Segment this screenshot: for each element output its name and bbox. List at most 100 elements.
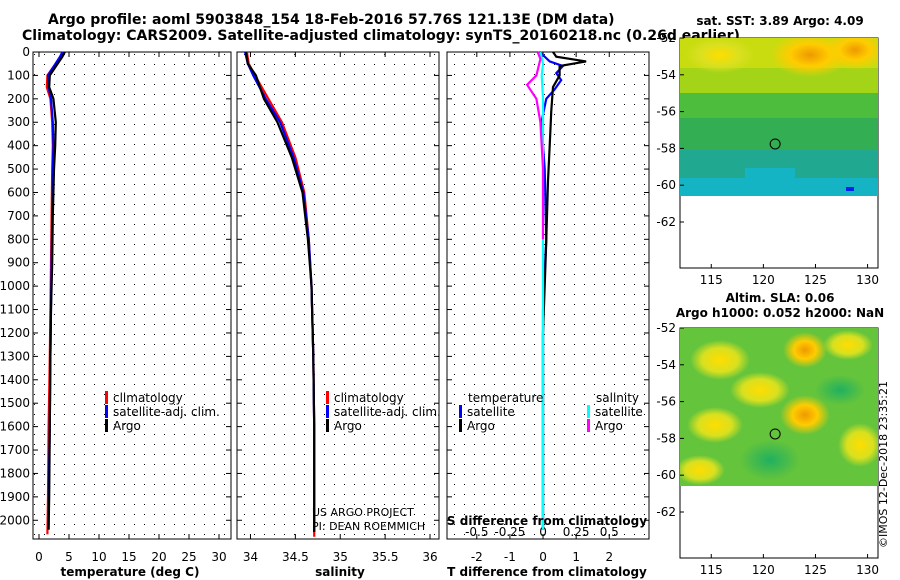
depth-tick-label: 1700 bbox=[0, 443, 30, 457]
sst-lat-label: -56 bbox=[656, 105, 676, 119]
sla-lat-label: -52 bbox=[656, 321, 676, 335]
temperature-plot: 0 5 10 15 20 25 300100200300400500600700800900… bbox=[0, 45, 232, 564]
diff-legend-label-t-argo: Argo bbox=[467, 419, 495, 433]
sst-map-title: sat. SST: 3.89 Argo: 4.09 bbox=[696, 14, 863, 28]
depth-tick-label: 0 bbox=[22, 45, 30, 59]
difference-series-s-argo bbox=[525, 51, 545, 240]
diff-legend-label-t-satellite: satellite bbox=[467, 405, 515, 419]
depth-tick-label: 1900 bbox=[0, 490, 30, 504]
depth-tick-label: 1000 bbox=[0, 279, 30, 293]
legend-label-argo: Argo bbox=[113, 419, 141, 433]
temperature-xtick-label: 10 bbox=[91, 550, 106, 564]
difference-legend: temperature satellite Argo salinity sate… bbox=[459, 391, 643, 433]
salinity-legend: climatology satellite-adj. clim. Argo bbox=[326, 391, 441, 433]
sst-lon-label: 120 bbox=[752, 273, 775, 287]
depth-tick-label: 2000 bbox=[0, 513, 30, 527]
salinity-xlabel: salinity bbox=[315, 565, 365, 579]
depth-tick-label: 300 bbox=[7, 115, 30, 129]
s-diff-tick-label: 0.5 bbox=[600, 525, 619, 539]
sla-lat-label: -54 bbox=[656, 358, 676, 372]
sal-legend-swatch-argo bbox=[326, 419, 329, 432]
sst-map-argo-marker bbox=[769, 138, 781, 150]
depth-tick-label: 1100 bbox=[0, 303, 30, 317]
salinity-xtick-label: 34.5 bbox=[282, 550, 309, 564]
difference-xtick-label: -2 bbox=[471, 550, 483, 564]
credit-line1: US ARGO PROJECT bbox=[312, 506, 414, 519]
depth-tick-label: 500 bbox=[7, 162, 30, 176]
credit-line2: PI: DEAN ROEMMICH bbox=[312, 520, 425, 533]
sst-lon-label: 115 bbox=[700, 273, 723, 287]
sla-lat-label: -62 bbox=[656, 505, 676, 519]
sla-map-title-line1: Altim. SLA: 0.06 bbox=[726, 291, 835, 305]
sst-lat-label: -60 bbox=[656, 178, 676, 192]
depth-tick-label: 1400 bbox=[0, 373, 30, 387]
sst-lat-label: -54 bbox=[656, 68, 676, 82]
depth-tick-label: 1200 bbox=[0, 326, 30, 340]
depth-tick-label: 800 bbox=[7, 232, 30, 246]
legend-label-satellite: satellite-adj. clim. bbox=[113, 405, 220, 419]
difference-xtick-label: -1 bbox=[504, 550, 516, 564]
difference-plot: -2 -1 0 1 2 -0.5 -0.25 0 0.25 0.5 bbox=[446, 51, 650, 564]
sla-lon-label: 125 bbox=[804, 563, 827, 577]
temperature-legend: climatology satellite-adj. clim. Argo bbox=[105, 391, 220, 433]
imos-timestamp: ©IMOS 12-Dec-2018 23:35:21 bbox=[877, 381, 890, 548]
legend-label-climatology: climatology bbox=[113, 391, 183, 405]
difference-xtick-label: 1 bbox=[572, 550, 580, 564]
difference-top-label: S difference from climatology bbox=[447, 514, 647, 528]
depth-tick-label: 100 bbox=[7, 68, 30, 82]
sla-map-field bbox=[680, 328, 878, 486]
diff-legend-swatch-t-satellite bbox=[459, 405, 462, 418]
diff-legend-title-temperature: temperature bbox=[468, 391, 543, 405]
sal-legend-label-climatology: climatology bbox=[334, 391, 404, 405]
legend-swatch-climatology bbox=[105, 391, 108, 404]
depth-tick-label: 1600 bbox=[0, 420, 30, 434]
sst-lat-label: -58 bbox=[656, 141, 676, 155]
figure-title-line1: Argo profile: aoml 5903848_154 18-Feb-20… bbox=[48, 12, 615, 28]
temperature-xtick-label: 5 bbox=[65, 550, 73, 564]
depth-tick-label: 700 bbox=[7, 209, 30, 223]
sla-lat-label: -56 bbox=[656, 395, 676, 409]
difference-xtick-label: 0 bbox=[539, 550, 547, 564]
temperature-xtick-label: 20 bbox=[151, 550, 166, 564]
salinity-plot: 34 34.5 35 35.5 36 bbox=[236, 51, 440, 564]
depth-tick-label: 600 bbox=[7, 185, 30, 199]
salinity-xtick-label: 36 bbox=[422, 550, 437, 564]
diff-legend-swatch-s-satellite bbox=[587, 405, 590, 418]
sal-legend-label-satellite: satellite-adj. clim. bbox=[334, 405, 441, 419]
difference-xlabel: T difference from climatology bbox=[447, 565, 647, 579]
diff-legend-label-s-satellite: satellite bbox=[595, 405, 643, 419]
sal-legend-swatch-climatology bbox=[326, 391, 329, 404]
difference-xtick-label: 2 bbox=[605, 550, 613, 564]
difference-plot-frame bbox=[446, 51, 650, 540]
diff-legend-swatch-s-argo bbox=[587, 419, 590, 432]
sla-map-title-line2: Argo h1000: 0.052 h2000: NaN bbox=[676, 306, 884, 320]
sst-lon-label: 130 bbox=[856, 273, 879, 287]
depth-tick-label: 1300 bbox=[0, 349, 30, 363]
s-diff-tick-label: 0 bbox=[539, 525, 547, 539]
diff-legend-swatch-t-argo bbox=[459, 419, 462, 432]
depth-tick-label: 1500 bbox=[0, 396, 30, 410]
salinity-xtick-label: 35.5 bbox=[372, 550, 399, 564]
salinity-xtick-label: 34 bbox=[243, 550, 258, 564]
sal-legend-swatch-satellite bbox=[326, 405, 329, 418]
sal-legend-label-argo: Argo bbox=[334, 419, 362, 433]
diff-legend-title-salinity: salinity bbox=[596, 391, 639, 405]
sst-map-field bbox=[680, 38, 878, 196]
s-diff-tick-label: -0.25 bbox=[494, 525, 525, 539]
temperature-plot-frame bbox=[32, 51, 232, 540]
legend-swatch-argo bbox=[105, 419, 108, 432]
s-diff-tick-label: -0.5 bbox=[465, 525, 488, 539]
temperature-xtick-label: 15 bbox=[121, 550, 136, 564]
sst-lon-label: 125 bbox=[804, 273, 827, 287]
sla-lon-label: 120 bbox=[752, 563, 775, 577]
sla-map: 115 120 125 130 -52 -54 -56 -58 -60 -62 bbox=[656, 321, 879, 577]
figure-title-line2: Climatology: CARS2009. Satellite-adjuste… bbox=[22, 28, 740, 44]
sla-lat-label: -58 bbox=[656, 431, 676, 445]
depth-tick-label: 900 bbox=[7, 256, 30, 270]
temperature-xtick-label: 30 bbox=[211, 550, 226, 564]
sla-lat-label: -60 bbox=[656, 468, 676, 482]
salinity-xtick-label: 35 bbox=[333, 550, 348, 564]
legend-swatch-satellite bbox=[105, 405, 108, 418]
sst-map: 115 120 125 130 -52 -54 -56 -58 -60 -62 bbox=[656, 31, 879, 287]
depth-tick-label: 1800 bbox=[0, 466, 30, 480]
